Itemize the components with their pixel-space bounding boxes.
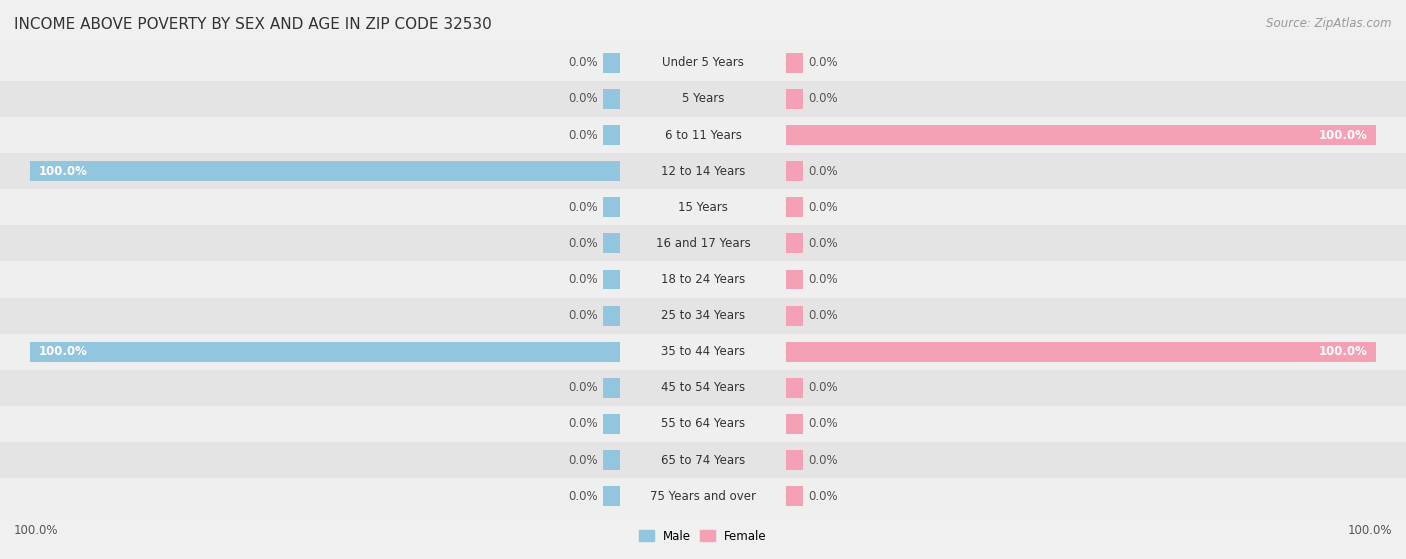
Text: 15 Years: 15 Years — [678, 201, 728, 214]
Bar — [30, 161, 620, 181]
Text: 0.0%: 0.0% — [808, 418, 838, 430]
Bar — [0, 406, 1406, 442]
Text: 100.0%: 100.0% — [1347, 524, 1392, 537]
Bar — [0, 442, 1406, 478]
Bar — [0, 189, 1406, 225]
Text: 0.0%: 0.0% — [568, 490, 598, 503]
Text: 0.0%: 0.0% — [568, 237, 598, 250]
Bar — [0, 478, 1406, 514]
Text: 100.0%: 100.0% — [14, 524, 59, 537]
Text: 0.0%: 0.0% — [808, 381, 838, 394]
Bar — [603, 234, 620, 253]
Bar — [786, 89, 803, 109]
Text: 0.0%: 0.0% — [568, 309, 598, 322]
Bar — [786, 378, 803, 398]
Text: 0.0%: 0.0% — [568, 129, 598, 141]
Bar — [786, 486, 803, 506]
Text: 5 Years: 5 Years — [682, 92, 724, 106]
Text: 0.0%: 0.0% — [808, 309, 838, 322]
Text: 55 to 64 Years: 55 to 64 Years — [661, 418, 745, 430]
Text: 12 to 14 Years: 12 to 14 Years — [661, 165, 745, 178]
Bar — [786, 450, 803, 470]
Bar — [603, 450, 620, 470]
Bar — [0, 117, 1406, 153]
Bar — [786, 197, 803, 217]
Text: 0.0%: 0.0% — [808, 201, 838, 214]
Text: 100.0%: 100.0% — [1319, 345, 1368, 358]
Legend: Male, Female: Male, Female — [634, 525, 772, 547]
Text: 0.0%: 0.0% — [568, 418, 598, 430]
Text: 0.0%: 0.0% — [568, 56, 598, 69]
Text: 0.0%: 0.0% — [808, 237, 838, 250]
Bar — [30, 342, 620, 362]
Text: INCOME ABOVE POVERTY BY SEX AND AGE IN ZIP CODE 32530: INCOME ABOVE POVERTY BY SEX AND AGE IN Z… — [14, 17, 492, 32]
Bar — [603, 125, 620, 145]
Bar — [0, 153, 1406, 189]
Text: Source: ZipAtlas.com: Source: ZipAtlas.com — [1267, 17, 1392, 30]
Text: 18 to 24 Years: 18 to 24 Years — [661, 273, 745, 286]
Text: 0.0%: 0.0% — [808, 273, 838, 286]
Bar — [786, 161, 803, 181]
Bar — [603, 197, 620, 217]
Bar — [786, 342, 1376, 362]
Bar — [603, 378, 620, 398]
Text: 0.0%: 0.0% — [808, 490, 838, 503]
Bar — [0, 225, 1406, 262]
Bar — [603, 89, 620, 109]
Bar — [0, 262, 1406, 297]
Text: 16 and 17 Years: 16 and 17 Years — [655, 237, 751, 250]
Text: 0.0%: 0.0% — [568, 273, 598, 286]
Text: 0.0%: 0.0% — [808, 165, 838, 178]
Bar — [603, 414, 620, 434]
Bar — [0, 45, 1406, 81]
Text: 0.0%: 0.0% — [568, 92, 598, 106]
Text: Under 5 Years: Under 5 Years — [662, 56, 744, 69]
Text: 0.0%: 0.0% — [568, 453, 598, 467]
Text: 100.0%: 100.0% — [1319, 129, 1368, 141]
Bar — [786, 234, 803, 253]
Bar — [0, 297, 1406, 334]
Bar — [0, 370, 1406, 406]
Bar — [0, 81, 1406, 117]
Bar — [786, 53, 803, 73]
Bar — [603, 53, 620, 73]
Text: 0.0%: 0.0% — [808, 453, 838, 467]
Bar — [786, 414, 803, 434]
Bar — [786, 125, 1376, 145]
Text: 65 to 74 Years: 65 to 74 Years — [661, 453, 745, 467]
Bar — [603, 306, 620, 325]
Text: 100.0%: 100.0% — [38, 165, 87, 178]
Text: 0.0%: 0.0% — [808, 92, 838, 106]
Text: 0.0%: 0.0% — [568, 201, 598, 214]
Bar — [786, 306, 803, 325]
Text: 25 to 34 Years: 25 to 34 Years — [661, 309, 745, 322]
Text: 35 to 44 Years: 35 to 44 Years — [661, 345, 745, 358]
Bar — [786, 269, 803, 290]
Text: 75 Years and over: 75 Years and over — [650, 490, 756, 503]
Bar — [603, 486, 620, 506]
Bar — [0, 334, 1406, 370]
Text: 0.0%: 0.0% — [808, 56, 838, 69]
Text: 100.0%: 100.0% — [38, 345, 87, 358]
Bar — [603, 269, 620, 290]
Text: 45 to 54 Years: 45 to 54 Years — [661, 381, 745, 394]
Text: 0.0%: 0.0% — [568, 381, 598, 394]
Text: 6 to 11 Years: 6 to 11 Years — [665, 129, 741, 141]
